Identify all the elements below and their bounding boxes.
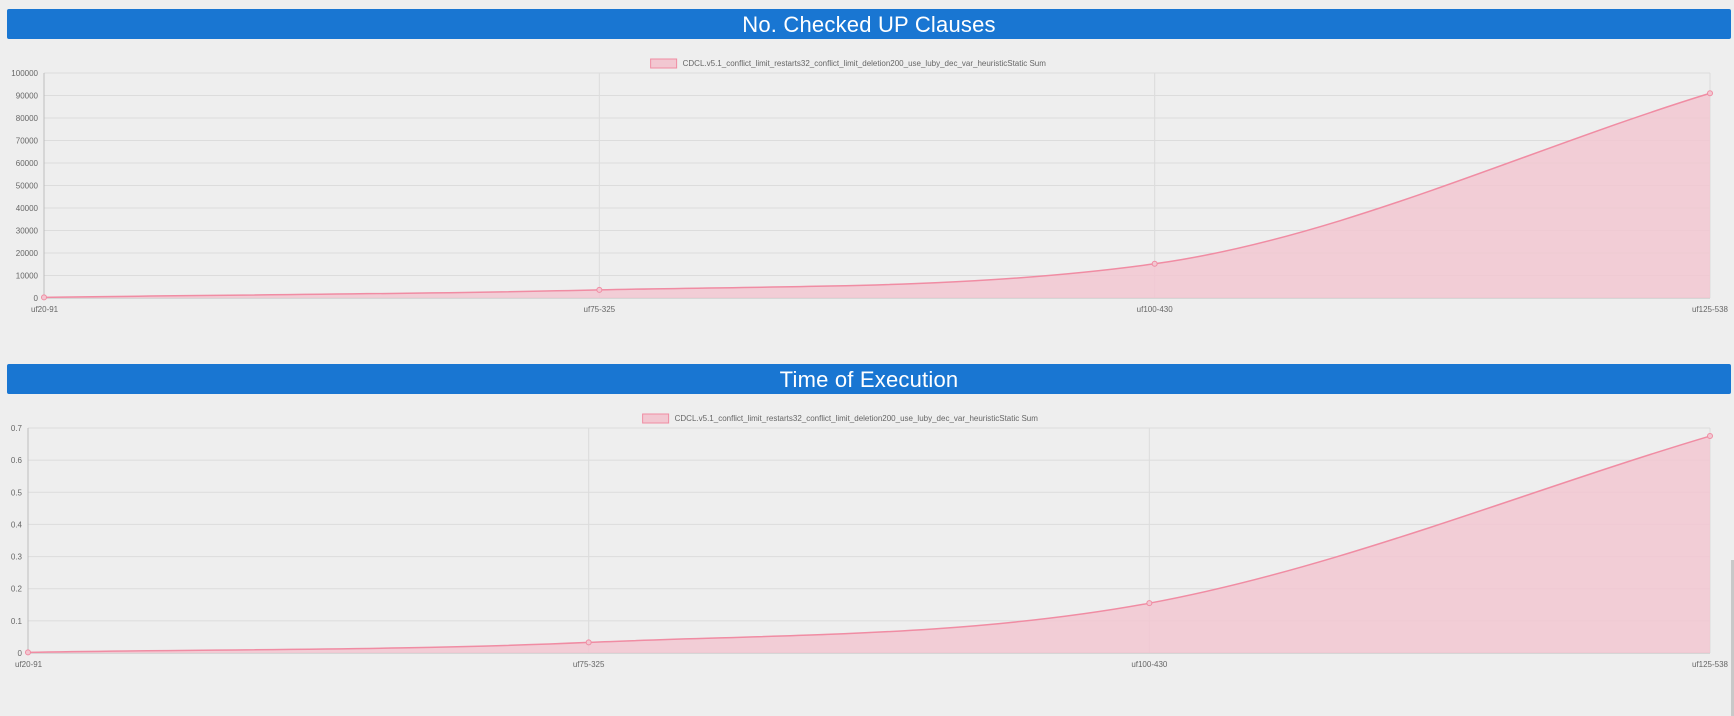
y-tick-label: 0 (34, 294, 39, 303)
y-tick-label: 0.7 (11, 424, 23, 433)
data-point (1146, 600, 1153, 607)
y-tick-label: 60000 (16, 159, 39, 168)
data-point (25, 649, 31, 656)
y-tick-label: 70000 (16, 137, 39, 146)
y-tick-label: 30000 (16, 227, 39, 236)
x-tick-label: uf20-91 (15, 660, 43, 669)
x-tick-label: uf75-325 (584, 305, 616, 314)
page-scrollbar[interactable] (1731, 560, 1734, 716)
y-tick-label: 20000 (16, 249, 39, 258)
y-tick-label: 50000 (16, 182, 39, 191)
y-tick-label: 90000 (16, 92, 39, 101)
x-tick-label: uf125-538 (1692, 660, 1729, 669)
legend-label: CDCL.v5.1_conflict_limit_restarts32_conf… (683, 59, 1047, 68)
execution-time-chart: 0 0.1 0.2 0.3 0.4 0.5 0.6 0.7 uf20-91 uf75-325 uf1… (11, 413, 1729, 669)
y-tick-label: 10000 (16, 272, 39, 281)
series-area-fill (44, 93, 1710, 298)
y-tick-label: 0.5 (11, 488, 23, 497)
series-area-fill (28, 436, 1710, 653)
legend-swatch (650, 58, 678, 69)
x-tick-label: uf100-430 (1131, 660, 1168, 669)
y-tick-label: 100000 (11, 69, 38, 78)
y-tick-label: 40000 (16, 204, 39, 213)
data-point (585, 639, 592, 646)
up-clauses-chart: 0 10000 20000 30000 40000 50000 60000 70000 8000… (11, 58, 1729, 314)
x-tick-label: uf20-91 (31, 305, 59, 314)
x-tick-label: uf100-430 (1137, 305, 1174, 314)
y-tick-label: 0.4 (11, 520, 23, 529)
data-point (41, 294, 47, 301)
y-tick-label: 0.3 (11, 553, 23, 562)
x-tick-label: uf75-325 (573, 660, 605, 669)
section-title-up-clauses: No. Checked UP Clauses (7, 9, 1731, 39)
y-tick-label: 0.6 (11, 456, 23, 465)
y-tick-label: 80000 (16, 114, 39, 123)
x-tick-label: uf125-538 (1692, 305, 1729, 314)
legend-swatch (642, 413, 670, 424)
series-line (27, 435, 1711, 654)
y-tick-label: 0 (18, 649, 23, 658)
data-point (1151, 260, 1158, 267)
y-tick-label: 0.2 (11, 585, 23, 594)
data-point (596, 286, 603, 293)
section-title-execution-time: Time of Execution (7, 364, 1731, 394)
series-line (43, 92, 1711, 299)
y-tick-label: 0.1 (11, 617, 23, 626)
legend-label: CDCL.v5.1_conflict_limit_restarts32_conf… (675, 414, 1039, 423)
data-point (1707, 433, 1713, 440)
data-point (1707, 90, 1713, 97)
